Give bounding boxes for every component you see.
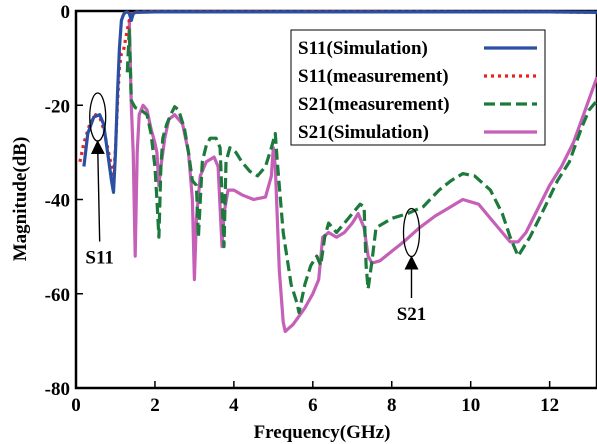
x-tick-label: 10 — [461, 395, 480, 416]
annotation-label: S11 — [85, 247, 114, 268]
x-axis-label: Frequency(GHz) — [254, 422, 391, 443]
x-tick-label: 12 — [540, 395, 559, 416]
x-tick-label: 6 — [308, 395, 318, 416]
annotation-arrow — [90, 140, 105, 242]
legend: S11(Simulation) S11(measurement) S21(measu… — [290, 29, 546, 146]
series-line-s21-measurement — [125, 28, 597, 315]
legend-label: S21(Simulation) — [298, 122, 429, 143]
series-line-s21-simulation — [127, 20, 597, 333]
legend-label: S11(measurement) — [298, 66, 449, 87]
y-tick-label: -20 — [45, 96, 70, 117]
legend-label: S21(measurement) — [298, 94, 450, 115]
x-tick-label: 0 — [71, 395, 81, 416]
y-tick-label: -40 — [45, 191, 70, 212]
y-axis-label: Magnitude(dB) — [10, 137, 31, 262]
y-tick-label: -60 — [45, 285, 70, 306]
y-tick-label: 0 — [61, 2, 71, 23]
y-tick-label: -80 — [45, 379, 70, 400]
x-tick-label: 2 — [150, 395, 160, 416]
legend-label: S11(Simulation) — [298, 38, 428, 59]
annotation-label: S21 — [397, 304, 427, 325]
annotation-ellipse — [402, 207, 421, 258]
x-tick-label: 8 — [387, 395, 397, 416]
x-tick-label: 4 — [229, 395, 239, 416]
